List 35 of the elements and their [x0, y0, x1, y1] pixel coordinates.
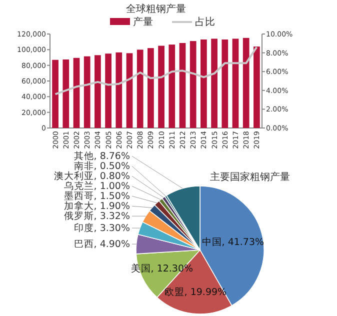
bar	[242, 38, 250, 128]
slice-label: 墨西哥, 1.50%	[64, 191, 130, 202]
bar	[136, 50, 144, 128]
bar	[168, 44, 176, 128]
bar	[116, 52, 122, 128]
line-series	[54, 46, 258, 96]
bar	[84, 56, 90, 128]
legend-label: 占比	[195, 16, 215, 28]
bar	[200, 39, 207, 128]
slice-label: 中国, 41.73%	[202, 236, 264, 248]
slice-label: 澳大利亚, 0.80%	[54, 170, 130, 182]
slice-label: 俄罗斯, 3.32%	[64, 210, 130, 222]
bar	[190, 41, 196, 128]
bar	[62, 59, 70, 128]
slice-label: 印度, 3.30%	[74, 222, 130, 234]
bar	[232, 38, 239, 128]
slice-label: 其他, 8.76%	[74, 150, 130, 162]
bar	[179, 43, 186, 128]
bar	[148, 48, 154, 128]
bar	[254, 46, 260, 128]
bar	[126, 53, 133, 128]
bar	[211, 38, 218, 128]
bar	[158, 46, 164, 128]
text: 主要国家粗钢产量	[210, 171, 290, 183]
slice-label: 乌克兰, 1.00%	[64, 180, 130, 192]
bar	[94, 55, 101, 128]
bar	[222, 39, 228, 128]
bar	[52, 60, 58, 128]
bar	[73, 58, 80, 128]
legend-label: 产量	[133, 16, 153, 28]
slice-label: 巴西, 4.90%	[74, 239, 130, 250]
slice-label: 南非, 0.50%	[74, 160, 130, 172]
bar	[105, 54, 112, 128]
slice-label: 加拿大, 1.90%	[64, 200, 130, 212]
chart-title: 全球粗钢产量	[126, 3, 186, 15]
